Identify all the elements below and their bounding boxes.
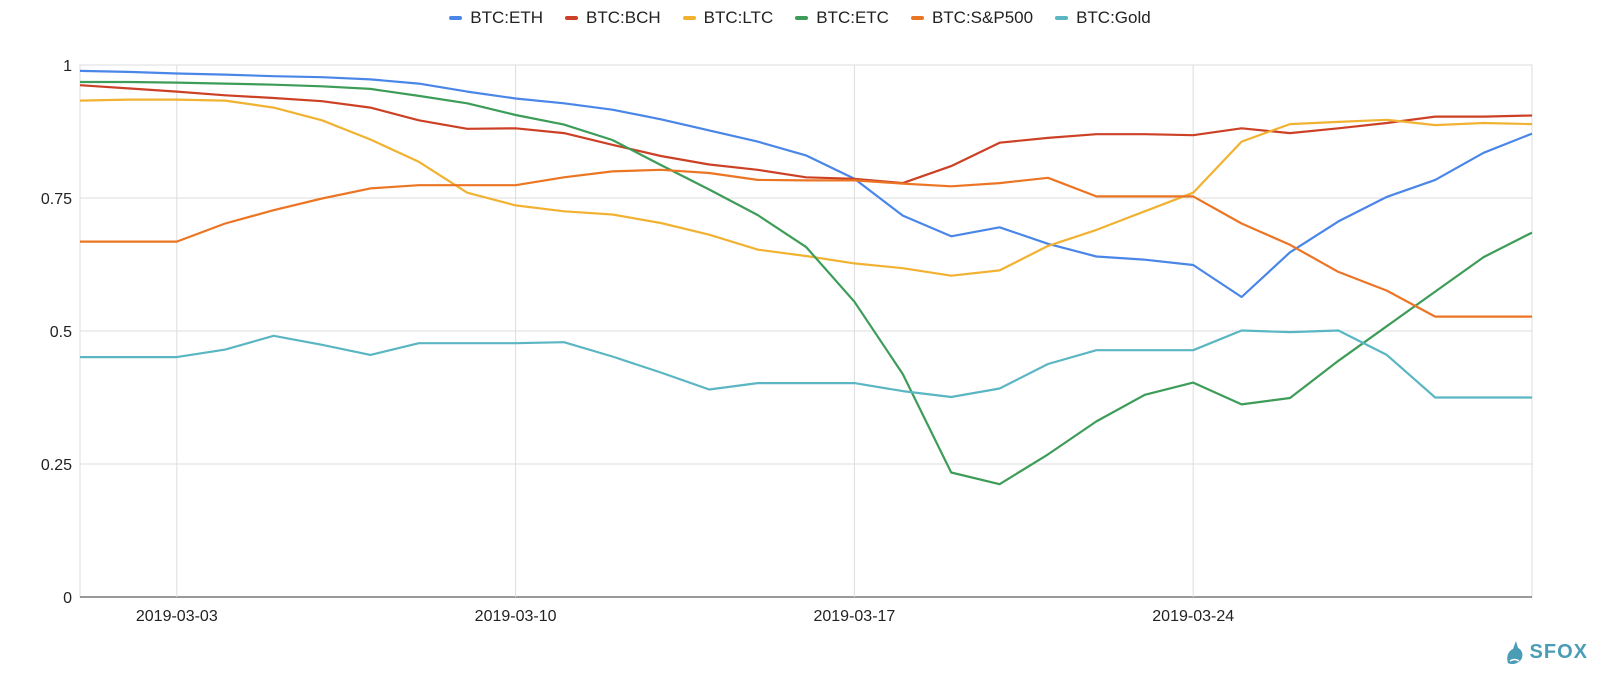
legend-item: BTC:Gold [1055,8,1151,28]
legend-label: BTC:ETH [470,8,544,27]
x-tick-label: 2019-03-17 [813,608,895,625]
legend-item: BTC:BCH [565,8,661,28]
legend-label: BTC:ETC [816,8,889,27]
logo-text: SFOX [1529,640,1588,663]
chart-legend: BTC:ETH BTC:BCH BTC:LTC BTC:ETC BTC:S&P500 BT… [0,8,1600,28]
series-line-btc-bch [79,84,1533,185]
y-tick-label: 1 [63,58,72,75]
legend-swatch [795,16,809,20]
fox-icon [1506,641,1523,665]
legend-item: BTC:ETH [449,8,543,28]
series-lines [79,69,1533,486]
y-tick-label: 0.25 [41,457,72,474]
series-line-btc-eth [79,69,1533,299]
y-tick-label: 0.75 [41,191,72,208]
x-tick-label: 2019-03-03 [136,608,218,625]
legend-label: BTC:Gold [1076,8,1151,27]
legend-swatch [565,16,579,20]
x-tick-label: 2019-03-24 [1152,608,1234,625]
legend-label: BTC:S&P500 [931,8,1034,27]
series-line-btc-s-p500 [80,168,1532,318]
legend-swatch [1055,16,1069,20]
legend-item: BTC:LTC [682,8,774,28]
legend-item: BTC:ETC [795,8,889,28]
series-line-btc-ltc [79,98,1533,277]
legend-swatch [910,16,924,20]
series-line-btc-etc [80,80,1533,486]
series-line-btc-gold [80,329,1532,399]
x-tick-label: 2019-03-10 [475,608,557,625]
legend-swatch [682,16,696,20]
sfox-logo: SFOX [1504,639,1588,665]
legend-label: BTC:LTC [703,8,774,27]
y-tick-label: 0.5 [50,324,72,341]
legend-label: BTC:BCH [586,8,661,27]
axes: 0 0.25 0.5 0.75 1 2019-03-03 2019-03-10 2019-03… [41,58,1234,625]
legend-swatch [449,16,463,20]
y-tick-label: 0 [63,590,72,607]
legend-item: BTC:S&P500 [910,8,1034,28]
